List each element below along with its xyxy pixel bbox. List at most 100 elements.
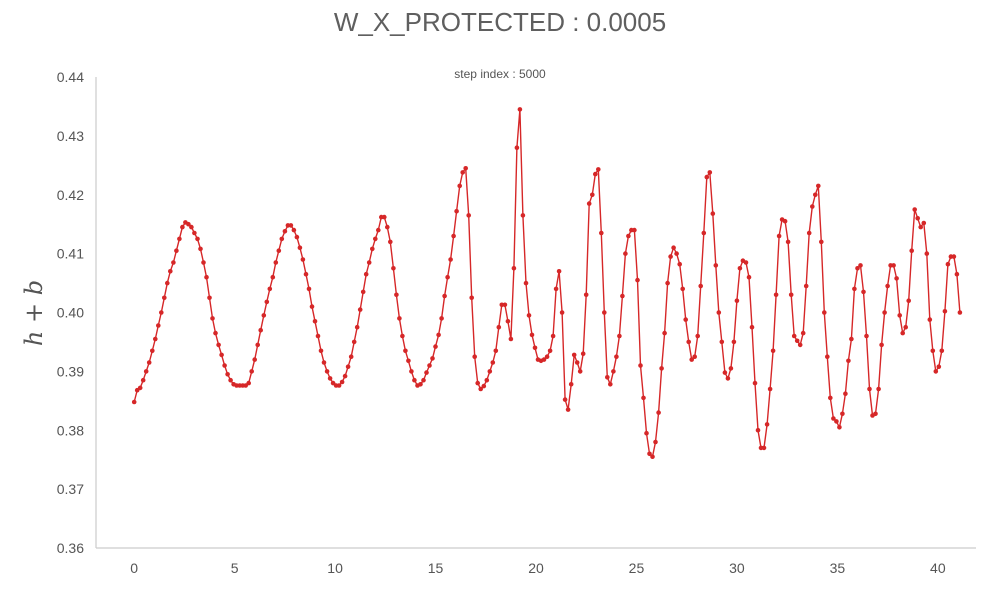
data-point	[297, 245, 303, 250]
data-point	[879, 342, 884, 348]
data-point	[529, 332, 535, 338]
data-point	[406, 358, 411, 364]
data-point	[876, 386, 881, 392]
data-point	[764, 422, 770, 427]
data-point	[282, 229, 288, 234]
data-point	[174, 248, 179, 253]
data-point	[312, 319, 318, 324]
data-point	[752, 380, 758, 386]
data-point	[743, 260, 749, 265]
data-point	[671, 245, 676, 250]
data-point	[846, 358, 851, 364]
y-axis-label: h + b	[20, 280, 48, 346]
series-group	[131, 107, 963, 460]
data-point	[436, 332, 441, 338]
data-point	[719, 339, 725, 345]
data-point	[734, 298, 740, 304]
data-point	[767, 386, 773, 392]
data-point	[216, 342, 221, 348]
data-point	[478, 386, 484, 392]
data-point	[713, 263, 719, 268]
data-point	[213, 330, 218, 336]
data-point	[201, 260, 206, 265]
data-point	[345, 364, 351, 370]
data-point	[816, 183, 821, 189]
data-point	[204, 274, 209, 280]
data-point	[475, 380, 481, 386]
data-point	[131, 399, 137, 405]
y-tick-label: 0.41	[57, 246, 84, 262]
y-tick-label: 0.37	[57, 481, 84, 497]
data-point	[683, 317, 688, 322]
data-point	[418, 382, 423, 387]
data-point	[400, 333, 405, 339]
data-point	[324, 369, 330, 374]
x-tick-label: 30	[729, 560, 745, 576]
data-point	[171, 260, 176, 265]
data-point	[864, 333, 869, 339]
data-point	[611, 369, 616, 374]
data-point	[731, 339, 737, 345]
data-point	[909, 248, 914, 253]
data-point	[409, 369, 414, 374]
data-point	[490, 360, 496, 365]
data-point	[339, 379, 345, 385]
data-point	[924, 251, 930, 256]
data-point	[276, 248, 282, 253]
data-point	[373, 236, 378, 242]
data-point	[891, 263, 896, 268]
data-point	[593, 171, 598, 177]
data-point	[939, 348, 945, 354]
data-point	[665, 280, 670, 286]
data-point	[457, 183, 463, 189]
data-point	[556, 269, 562, 274]
data-point	[662, 330, 667, 336]
data-point	[800, 330, 806, 336]
data-point	[376, 227, 381, 233]
data-point	[580, 351, 586, 357]
data-point	[354, 324, 360, 330]
data-point	[897, 313, 902, 318]
data-point	[722, 370, 728, 375]
data-point	[466, 213, 472, 218]
data-point	[496, 324, 502, 330]
data-point	[397, 316, 402, 321]
data-point	[360, 289, 366, 295]
data-point	[210, 316, 215, 321]
data-point	[641, 395, 646, 401]
data-point	[493, 348, 499, 354]
data-point	[454, 208, 459, 214]
data-point	[852, 286, 857, 292]
data-point	[635, 277, 640, 283]
data-point	[357, 307, 363, 312]
data-point	[867, 386, 872, 392]
data-point	[903, 324, 908, 330]
data-point	[412, 377, 417, 383]
data-point	[270, 274, 276, 280]
data-point	[463, 166, 469, 171]
data-point	[150, 348, 155, 354]
data-point	[421, 377, 426, 383]
y-tick-label: 0.42	[57, 187, 84, 203]
data-point	[813, 192, 818, 198]
data-point	[626, 233, 631, 239]
data-point	[849, 336, 854, 342]
data-point	[791, 333, 797, 339]
data-point	[309, 304, 315, 309]
data-point	[559, 310, 565, 315]
data-point	[794, 338, 800, 344]
data-point	[861, 289, 866, 295]
data-point	[541, 357, 547, 362]
data-point	[391, 266, 396, 271]
data-point	[698, 283, 703, 289]
data-point	[162, 295, 167, 301]
data-point	[954, 271, 960, 277]
data-point	[481, 383, 487, 389]
data-point	[704, 174, 710, 180]
data-point	[351, 339, 357, 345]
data-point	[547, 348, 553, 354]
data-point	[806, 230, 812, 236]
data-point	[586, 201, 592, 206]
y-tick-label: 0.38	[57, 422, 84, 438]
